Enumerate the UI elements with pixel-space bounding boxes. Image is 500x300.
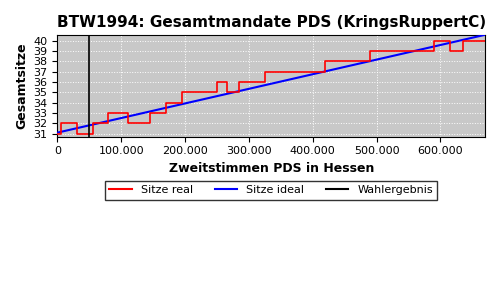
Legend: Sitze real, Sitze ideal, Wahlergebnis: Sitze real, Sitze ideal, Wahlergebnis <box>105 181 438 200</box>
Y-axis label: Gesamtsitze: Gesamtsitze <box>15 43 28 129</box>
X-axis label: Zweitstimmen PDS in Hessen: Zweitstimmen PDS in Hessen <box>168 162 374 175</box>
Title: BTW1994: Gesamtmandate PDS (KringsRuppertC): BTW1994: Gesamtmandate PDS (KringsRupper… <box>56 15 486 30</box>
